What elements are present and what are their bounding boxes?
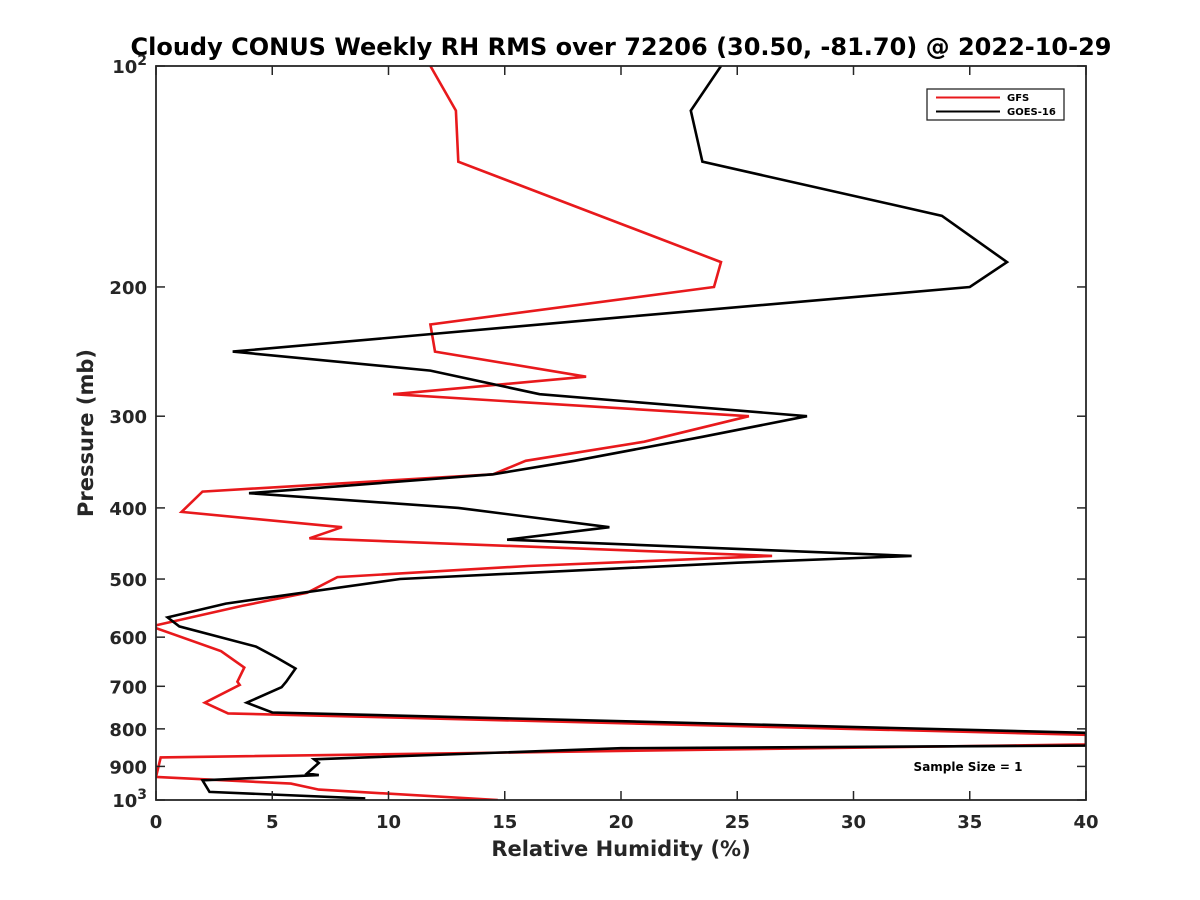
y-tick-label: 103 xyxy=(112,787,147,812)
legend-box xyxy=(926,88,1065,121)
sample-size-annotation: Sample Size = 1 xyxy=(914,760,1023,774)
y-tick-label: 700 xyxy=(109,677,147,698)
x-axis-label: Relative Humidity (%) xyxy=(491,837,750,861)
x-tick-label: 35 xyxy=(957,812,982,833)
y-tick-label: 400 xyxy=(109,499,147,520)
x-tick-label: 40 xyxy=(1073,812,1098,833)
plot-lines xyxy=(156,66,1086,800)
series-line-goes16 xyxy=(164,66,1086,800)
y-tick-label: 500 xyxy=(109,570,147,591)
legend-label-goes16: GOES-16 xyxy=(1007,107,1056,118)
x-tick-label: 25 xyxy=(725,812,750,833)
x-tick-label: 10 xyxy=(376,812,401,833)
series-line-gfs xyxy=(156,66,1086,800)
x-tick-label: 5 xyxy=(266,812,279,833)
x-tick-label: 20 xyxy=(608,812,633,833)
y-tick-label: 102 xyxy=(112,53,147,78)
x-tick-label: 15 xyxy=(492,812,517,833)
y-tick-label: 900 xyxy=(109,757,147,778)
y-axis-label: Pressure (mb) xyxy=(74,349,98,517)
legend: GFS GOES-16 xyxy=(926,88,1065,121)
x-axis-ticks: 0 5 10 15 20 25 30 35 40 xyxy=(150,66,1099,833)
y-axis-ticks: 102 200 300 400 500 600 700 800 900 103 xyxy=(109,53,1086,812)
y-tick-label: 200 xyxy=(109,278,147,299)
chart-title: Cloudy CONUS Weekly RH RMS over 72206 (3… xyxy=(131,33,1112,61)
y-tick-label: 300 xyxy=(109,407,147,428)
legend-label-gfs: GFS xyxy=(1007,93,1029,104)
x-tick-label: 30 xyxy=(841,812,866,833)
y-tick-label: 800 xyxy=(109,720,147,741)
x-tick-label: 0 xyxy=(150,812,163,833)
y-tick-label: 600 xyxy=(109,628,147,649)
